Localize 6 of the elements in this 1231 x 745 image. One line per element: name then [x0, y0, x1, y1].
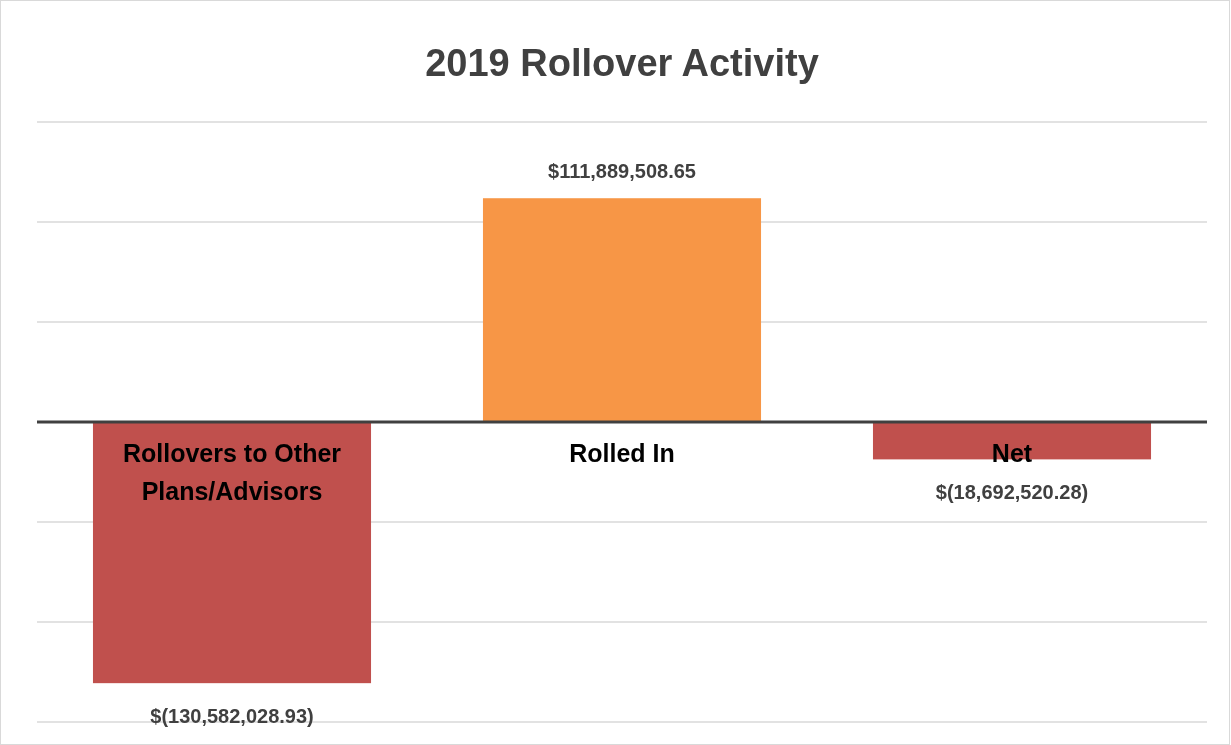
- chart-title: 2019 Rollover Activity: [425, 42, 819, 84]
- data-label: $(130,582,028.93): [150, 705, 314, 728]
- data-label: $111,889,508.65: [548, 160, 696, 183]
- data-label: $(18,692,520.28): [935, 481, 1089, 504]
- x-tick-label: Rolled In: [569, 439, 675, 467]
- x-tick-label: Rollovers to Other Plans/Advisors: [122, 439, 342, 505]
